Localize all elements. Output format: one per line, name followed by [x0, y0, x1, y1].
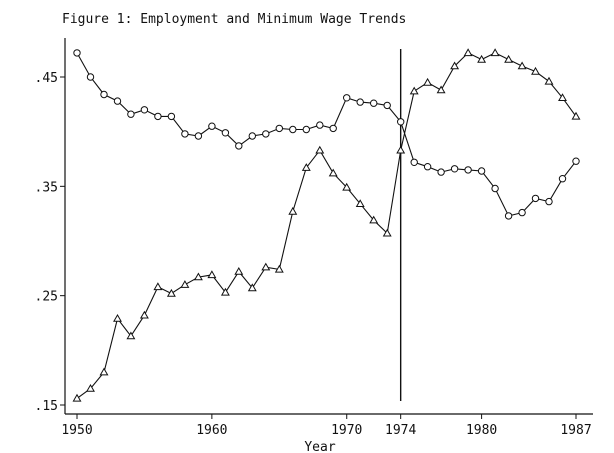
data-point-triangle: [436, 85, 446, 94]
x-tick-label: 1980: [466, 423, 497, 438]
data-point-circle: [275, 124, 283, 133]
data-point-circle: [558, 175, 567, 183]
data-point-triangle: [396, 145, 406, 154]
data-point-triangle: [288, 206, 298, 215]
data-point-circle: [370, 99, 378, 107]
data-point-circle: [397, 118, 405, 126]
data-point-circle: [316, 121, 324, 129]
data-point-triangle: [234, 266, 244, 275]
data-point-triangle: [558, 93, 567, 101]
x-tick-label: 1970: [331, 423, 362, 438]
chart-title: Figure 1: Employment and Minimum Wage Tr…: [62, 12, 406, 27]
data-point-circle: [572, 157, 580, 165]
data-point-triangle: [113, 313, 122, 322]
data-point-circle: [410, 158, 418, 167]
data-point-circle: [504, 212, 513, 220]
data-point-circle: [477, 167, 486, 175]
data-point-triangle: [86, 383, 95, 392]
data-point-triangle: [193, 272, 203, 281]
data-point-triangle: [517, 61, 527, 70]
data-point-triangle: [126, 331, 136, 340]
data-point-triangle: [571, 111, 581, 120]
axes: .15 .25 .35 .45 1950 1960 1970 1974 1980 1987: [35, 38, 593, 438]
x-tick-label: 1960: [196, 423, 227, 438]
data-point-circle: [289, 125, 297, 134]
y-tick-label: .45: [35, 71, 58, 86]
y-tick-label: .15: [35, 399, 58, 414]
data-point-circle: [545, 197, 553, 206]
data-point-triangle: [382, 228, 392, 237]
data-point-circle: [167, 112, 176, 121]
data-point-circle: [248, 132, 257, 140]
data-point-circle: [356, 98, 364, 106]
data-point-circle: [262, 130, 270, 138]
x-tick-label: 1987: [560, 423, 591, 438]
series-line-triangle: [76, 52, 577, 399]
data-point-triangle: [261, 262, 271, 271]
data-point-triangle: [180, 280, 190, 288]
data-point-circle: [302, 125, 310, 134]
data-point-circle: [194, 132, 203, 140]
data-point-triangle: [301, 163, 311, 171]
data-point-triangle: [342, 182, 352, 191]
x-tick-label: 1950: [61, 423, 92, 438]
y-tick-label: .25: [35, 290, 58, 305]
data-point-triangle: [166, 288, 176, 297]
data-point-triangle: [490, 48, 500, 57]
data-point-circle: [343, 94, 351, 102]
data-point-triangle: [139, 310, 149, 319]
data-point-triangle: [463, 48, 473, 57]
data-point-triangle: [504, 54, 514, 63]
data-point-circle: [437, 168, 445, 176]
data-point-circle: [464, 166, 472, 174]
data-point-circle: [154, 112, 162, 121]
data-point-circle: [100, 90, 108, 99]
data-point-triangle: [423, 77, 433, 86]
data-point-triangle: [544, 76, 554, 85]
data-point-circle: [383, 101, 391, 110]
data-point-circle: [86, 73, 95, 81]
data-point-circle: [140, 106, 149, 114]
data-point-triangle: [355, 199, 365, 207]
data-point-circle: [491, 184, 499, 193]
data-point-triangle: [153, 282, 163, 291]
data-point-triangle: [315, 145, 325, 154]
x-tick-label: 1974: [385, 423, 416, 438]
data-point-circle: [181, 130, 189, 138]
data-point-circle: [235, 142, 243, 150]
data-point-triangle: [328, 168, 338, 177]
data-point-triangle: [220, 287, 230, 296]
data-point-triangle: [409, 86, 419, 95]
data-point-triangle: [477, 54, 487, 63]
data-point-circle: [518, 208, 526, 217]
data-point-circle: [208, 122, 216, 130]
data-point-circle: [450, 165, 459, 173]
data-point-triangle: [99, 367, 109, 376]
data-point-triangle: [247, 283, 257, 292]
data-point-triangle: [72, 393, 82, 402]
data-point-circle: [127, 110, 135, 118]
data-point-circle: [221, 129, 230, 137]
data-point-triangle: [531, 66, 540, 75]
data-point-circle: [329, 124, 337, 133]
series-line-circle: [76, 52, 577, 217]
data-point-triangle: [274, 264, 284, 273]
data-point-triangle: [207, 270, 217, 279]
data-point-circle: [73, 49, 81, 57]
data-point-circle: [423, 163, 432, 171]
series-layer: [72, 48, 581, 402]
x-axis-label: Year: [304, 440, 335, 453]
data-point-triangle: [369, 215, 379, 224]
data-point-circle: [531, 194, 540, 203]
data-point-triangle: [450, 61, 460, 70]
data-point-circle: [113, 97, 122, 105]
y-tick-label: .35: [35, 180, 58, 195]
